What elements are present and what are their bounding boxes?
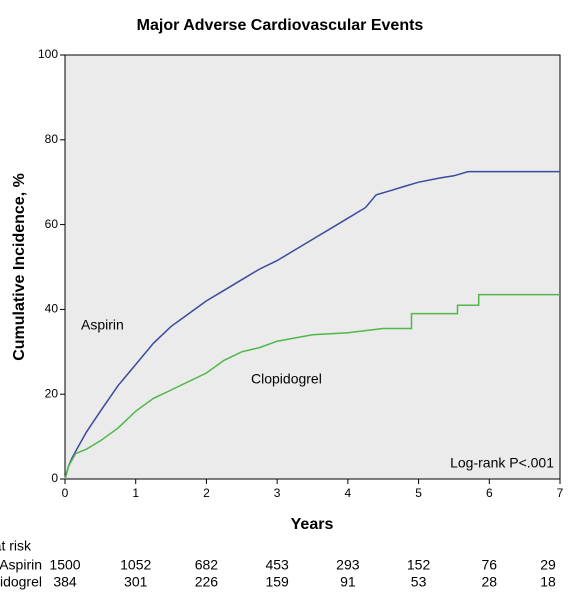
- x-tick-label: 6: [486, 486, 493, 500]
- x-tick-label: 7: [557, 486, 564, 500]
- x-tick-label: 1: [132, 486, 139, 500]
- risk-value: 293: [336, 557, 360, 573]
- series-line: [64, 170, 560, 480]
- plot-area: [64, 54, 561, 480]
- risk-row-label: Clopidogrel: [0, 574, 42, 590]
- y-tick-label: 80: [45, 132, 59, 146]
- risk-value: 29: [540, 557, 556, 573]
- risk-value: 159: [265, 574, 289, 590]
- y-tick-label: 60: [45, 217, 59, 231]
- y-axis-label: Cumulative Incidence, %: [11, 173, 28, 361]
- y-tick-label: 20: [45, 386, 59, 400]
- annotation: Log-rank P<.001: [450, 455, 554, 471]
- risk-row-label: Aspirin: [0, 557, 42, 573]
- risk-value: 18: [540, 574, 556, 590]
- risk-value: 28: [481, 574, 497, 590]
- series-label: Aspirin: [81, 317, 124, 333]
- risk-value: 384: [53, 574, 77, 590]
- risk-value: 226: [195, 574, 219, 590]
- y-tick-label: 100: [38, 47, 58, 61]
- risk-value: 91: [340, 574, 356, 590]
- x-tick-label: 5: [415, 486, 422, 500]
- series-line: [64, 293, 560, 480]
- risk-value: 301: [124, 574, 148, 590]
- risk-value: 76: [481, 557, 497, 573]
- x-tick-label: 4: [345, 486, 352, 500]
- risk-title: No. at risk: [0, 538, 32, 554]
- risk-value: 152: [407, 557, 431, 573]
- y-tick-label: 0: [51, 471, 58, 485]
- x-tick-label: 0: [62, 486, 69, 500]
- risk-value: 453: [265, 557, 289, 573]
- x-tick-label: 3: [274, 486, 281, 500]
- series-label: Clopidogrel: [251, 371, 322, 387]
- chart-title: Major Adverse Cardiovascular Events: [137, 17, 424, 34]
- x-tick-label: 2: [203, 486, 210, 500]
- risk-value: 1500: [49, 557, 80, 573]
- x-axis-label: Years: [291, 516, 334, 533]
- risk-value: 682: [195, 557, 219, 573]
- y-tick-label: 40: [45, 302, 59, 316]
- risk-value: 1052: [120, 557, 151, 573]
- risk-value: 53: [411, 574, 427, 590]
